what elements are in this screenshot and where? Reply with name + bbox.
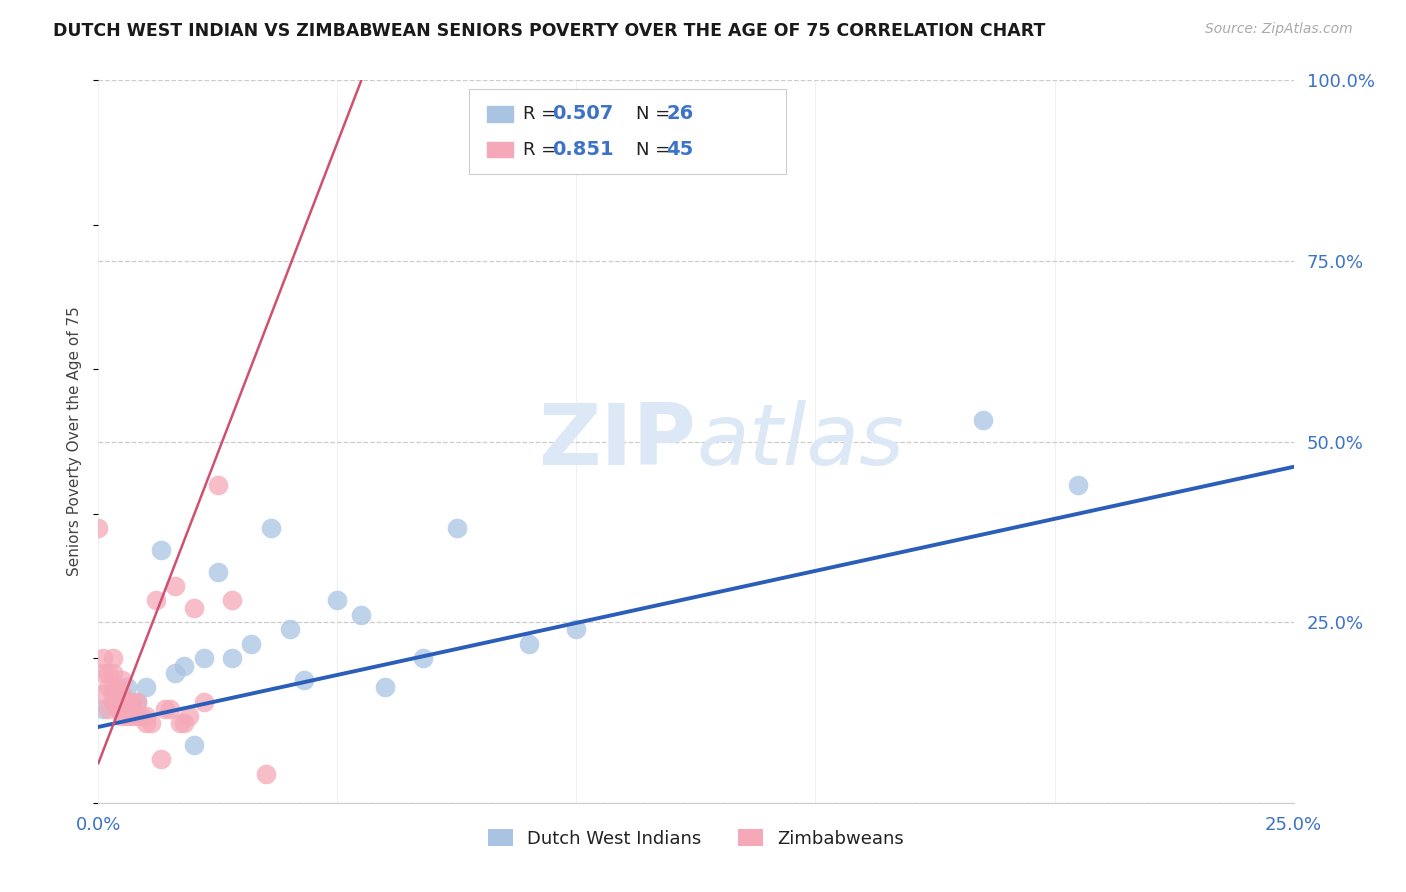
Point — [135, 709, 157, 723]
Point — [254, 767, 277, 781]
Text: R =: R = — [523, 104, 561, 122]
Point — [145, 593, 167, 607]
Point — [183, 600, 205, 615]
Text: R =: R = — [523, 141, 561, 159]
Point — [111, 702, 134, 716]
Point — [1067, 478, 1090, 492]
Point — [111, 673, 134, 687]
Point — [207, 478, 229, 492]
Y-axis label: Seniors Poverty Over the Age of 75: Seniors Poverty Over the Age of 75 — [67, 307, 83, 576]
Point — [193, 695, 215, 709]
Point — [115, 695, 138, 709]
Point — [179, 709, 201, 723]
Text: N =: N = — [637, 141, 676, 159]
Point — [101, 695, 124, 709]
Point — [565, 623, 588, 637]
Point — [97, 665, 120, 680]
Point — [121, 702, 143, 716]
Point — [107, 687, 129, 701]
Point — [173, 716, 195, 731]
Point — [207, 565, 229, 579]
Point — [972, 413, 994, 427]
Point — [173, 658, 195, 673]
Point — [107, 680, 129, 694]
Point — [149, 752, 172, 766]
FancyBboxPatch shape — [470, 89, 786, 174]
Point — [135, 680, 157, 694]
Point — [111, 709, 134, 723]
Point — [374, 680, 396, 694]
Point — [221, 593, 243, 607]
Point — [221, 651, 243, 665]
Point — [91, 702, 114, 716]
Point — [91, 665, 114, 680]
Point — [101, 665, 124, 680]
Text: atlas: atlas — [696, 400, 904, 483]
Text: N =: N = — [637, 104, 676, 122]
Point — [121, 709, 143, 723]
Point — [193, 651, 215, 665]
Point — [91, 687, 114, 701]
Point — [155, 702, 177, 716]
Point — [115, 702, 138, 716]
Point — [101, 651, 124, 665]
Point — [107, 695, 129, 709]
Point — [326, 593, 349, 607]
Point — [107, 702, 129, 716]
Text: ZIP: ZIP — [538, 400, 696, 483]
Point — [97, 702, 120, 716]
Point — [517, 637, 540, 651]
Point — [101, 687, 124, 701]
Point — [292, 673, 315, 687]
Point — [163, 579, 186, 593]
Point — [111, 695, 134, 709]
Point — [159, 702, 181, 716]
Text: DUTCH WEST INDIAN VS ZIMBABWEAN SENIORS POVERTY OVER THE AGE OF 75 CORRELATION C: DUTCH WEST INDIAN VS ZIMBABWEAN SENIORS … — [53, 22, 1046, 40]
Point — [169, 716, 191, 731]
Point — [121, 695, 143, 709]
Legend: Dutch West Indians, Zimbabweans: Dutch West Indians, Zimbabweans — [481, 822, 911, 855]
Bar — [486, 142, 513, 158]
Point — [139, 716, 162, 731]
Point — [240, 637, 263, 651]
Point — [125, 709, 148, 723]
Point — [412, 651, 434, 665]
Point — [125, 695, 148, 709]
Text: 45: 45 — [666, 140, 693, 159]
Text: 26: 26 — [666, 104, 693, 123]
Point — [259, 521, 281, 535]
Point — [101, 680, 124, 694]
Point — [183, 738, 205, 752]
Point — [115, 709, 138, 723]
Point — [149, 542, 172, 557]
Point — [97, 680, 120, 694]
Point — [278, 623, 301, 637]
Point — [163, 665, 186, 680]
Text: Source: ZipAtlas.com: Source: ZipAtlas.com — [1205, 22, 1353, 37]
Point — [87, 521, 110, 535]
Point — [135, 716, 157, 731]
Point — [111, 687, 134, 701]
Text: 0.851: 0.851 — [553, 140, 614, 159]
Point — [111, 695, 134, 709]
Point — [91, 651, 114, 665]
Point — [350, 607, 373, 622]
Text: 0.507: 0.507 — [553, 104, 614, 123]
Point — [115, 680, 138, 694]
Point — [125, 695, 148, 709]
Point — [131, 709, 153, 723]
Point — [446, 521, 468, 535]
Bar — [486, 105, 513, 121]
